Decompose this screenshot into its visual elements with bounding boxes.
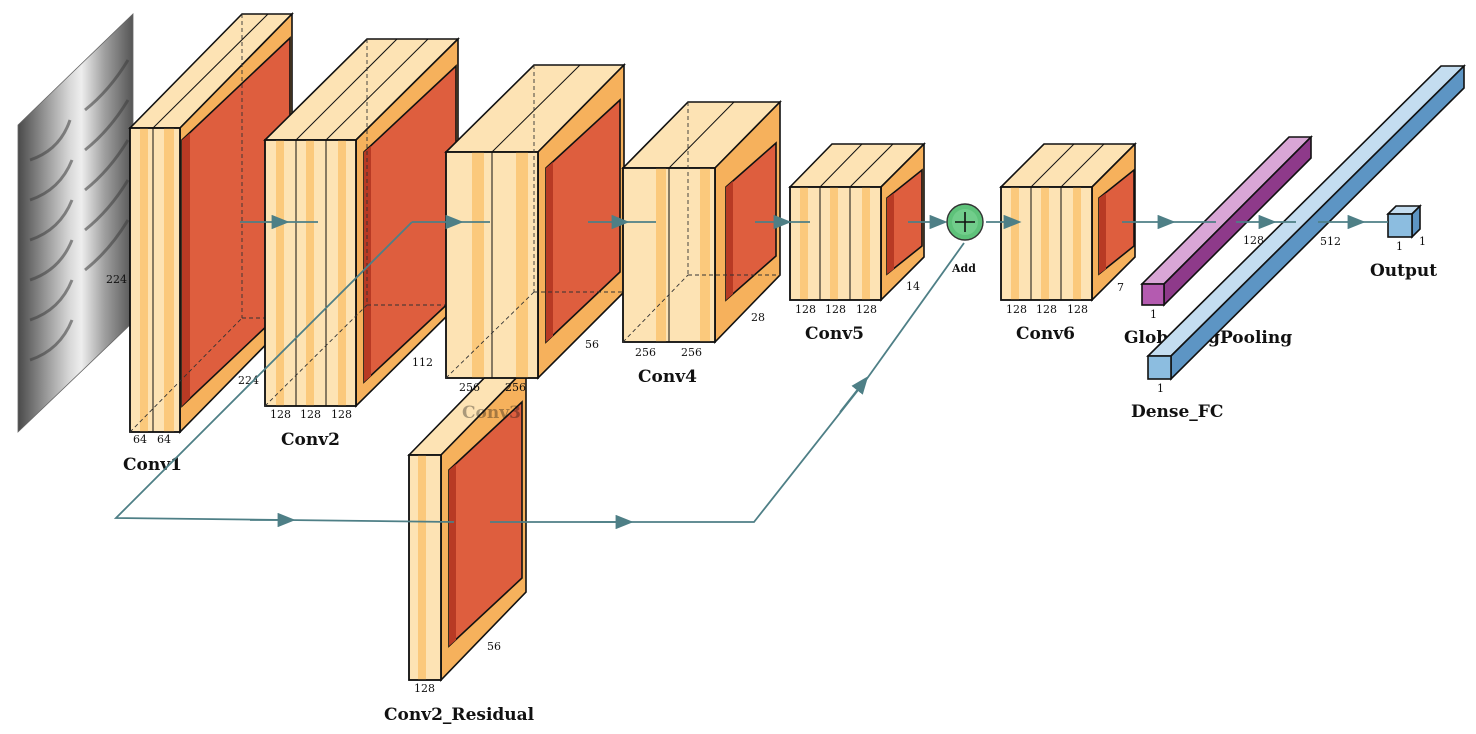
conv6-channel-3: 128 [1067,303,1088,316]
conv1-channel-1: 64 [133,433,147,446]
output-block: 1 1 Output [1370,204,1437,281]
conv3-channel-2: 256 [505,381,526,394]
arrow-residual-branch [113,221,455,523]
conv2-channel-3: 128 [331,408,352,421]
dense-size-b: 1 [1157,382,1164,395]
conv4-size: 28 [751,311,765,324]
input-size-label: 224 [106,273,127,286]
output-label: Output [1370,261,1437,281]
add-node: Add [946,203,984,275]
conv1-block: 64 64 224 Conv1 [123,12,294,475]
conv2-channel-1: 128 [270,408,291,421]
conv5-channel-1: 128 [795,303,816,316]
conv2-residual-block: 128 56 Conv2_Residual [384,366,535,725]
conv6-size: 7 [1117,281,1124,294]
dense-size-a: 512 [1320,235,1341,248]
conv6-channel-2: 128 [1036,303,1057,316]
global-avg-pooling-block: 1 128 GlobalAvgPooling [1124,135,1313,348]
conv1-size: 224 [238,374,259,387]
conv4-channel-2: 256 [681,346,702,359]
conv6-block: 128 128 128 7 Conv6 [999,142,1137,344]
conv1-label: Conv1 [123,455,182,475]
conv4-channel-1: 256 [635,346,656,359]
conv5-size: 14 [906,280,920,293]
gap-size-b: 1 [1150,308,1157,321]
output-size-a: 1 [1396,240,1403,253]
conv5-channel-2: 128 [825,303,846,316]
conv5-block: 128 128 128 14 Conv5 [788,142,926,344]
conv3-channel-1: 256 [459,381,480,394]
gap-size-a: 128 [1243,234,1264,247]
input-xray-image: 224 [17,13,134,433]
conv2-residual-label: Conv2_Residual [384,705,535,725]
output-size-b: 1 [1419,235,1426,248]
dense-fc-block: 1 512 Dense_FC [1131,64,1466,422]
conv5-label: Conv5 [805,324,864,344]
conv6-channel-1: 128 [1006,303,1027,316]
add-label: Add [951,262,976,275]
conv2-channel-2: 128 [300,408,321,421]
conv6-label: Conv6 [1016,324,1075,344]
arrow-residual-to-add [490,379,867,523]
conv1-channel-2: 64 [157,433,171,446]
conv2-label: Conv2 [281,430,340,450]
conv3-block: 256 256 56 Conv3 [444,63,626,423]
conv4-label: Conv4 [638,367,697,387]
dense-fc-label: Dense_FC [1131,402,1223,422]
residual-size: 56 [487,640,501,653]
conv5-channel-3: 128 [856,303,877,316]
conv2-size: 112 [412,356,433,369]
flow-arrows [113,214,1388,530]
conv4-block: 256 256 28 Conv4 [621,100,782,387]
conv3-label: Conv3 [462,403,521,423]
conv3-size: 56 [585,338,599,351]
conv2-block: 128 128 128 112 Conv2 [263,37,460,450]
residual-channel: 128 [414,682,435,695]
